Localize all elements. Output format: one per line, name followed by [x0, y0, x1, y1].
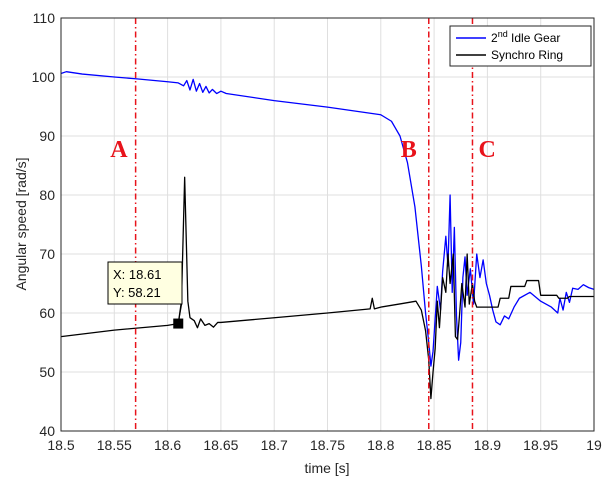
x-tick-label-6: 18.8	[367, 437, 394, 453]
legend-entry-rest-0: Idle Gear	[508, 31, 561, 45]
x-tick-label-5: 18.75	[310, 437, 345, 453]
series-line-1	[60, 176, 594, 400]
y-tick-label-1: 50	[39, 364, 55, 380]
legend-entry-0: 2nd Idle Gear	[491, 29, 560, 45]
x-tick-label-7: 18.85	[417, 437, 452, 453]
data-tip-box[interactable]	[107, 261, 183, 305]
x-tick-label-1: 18.55	[97, 437, 132, 453]
data-tip-x-text: X: 18.61	[113, 267, 161, 282]
legend-entry-1: Synchro Ring	[491, 48, 563, 62]
x-tick-label-4: 18.7	[261, 437, 288, 453]
y-tick-label-3: 70	[39, 246, 55, 262]
legend-entry-sup-0: nd	[498, 29, 508, 39]
x-tick-label-2: 18.6	[154, 437, 181, 453]
x-tick-label-0: 18.5	[47, 437, 74, 453]
y-tick-label-2: 60	[39, 305, 55, 321]
legend-box	[449, 25, 592, 67]
x-tick-labels: 18.5 18.55 18.6 18.65 18.7 18.75 18.8 18.85 18.9…	[47, 437, 602, 453]
marker-label-a: A	[110, 137, 128, 163]
data-tip-marker[interactable]	[173, 318, 184, 329]
y-tick-label-4: 80	[39, 187, 55, 203]
series-layer	[60, 71, 595, 400]
legend-entry-base-1: Synchro Ring	[491, 48, 563, 62]
x-tick-label-10: 19	[586, 437, 602, 453]
data-tip-y-text: Y: 58.21	[113, 285, 161, 300]
y-tick-label-6: 100	[32, 69, 56, 85]
legend-entry-base-0: 2	[491, 31, 498, 45]
marker-label-c: C	[478, 137, 495, 163]
marker-label-b: B	[401, 137, 417, 163]
x-tick-label-9: 18.95	[523, 437, 558, 453]
y-tick-label-0: 40	[39, 423, 55, 439]
y-tick-label-7: 110	[33, 10, 56, 26]
legend: 2nd Idle Gear Synchro Ring	[449, 25, 592, 67]
x-tick-label-3: 18.65	[203, 437, 238, 453]
series-line-0	[60, 71, 595, 367]
y-tick-labels: 40 50 60 70 80 90 100 110	[32, 10, 56, 439]
marker-layer: A B C	[110, 18, 496, 431]
y-tick-label-5: 90	[39, 128, 55, 144]
y-axis-label: Angular speed [rad/s]	[13, 157, 29, 290]
plot-frame	[60, 17, 595, 432]
x-tick-label-8: 18.9	[474, 437, 501, 453]
data-tip[interactable]: X: 18.61 Y: 58.21	[107, 261, 184, 329]
x-axis-label: time [s]	[304, 460, 349, 476]
